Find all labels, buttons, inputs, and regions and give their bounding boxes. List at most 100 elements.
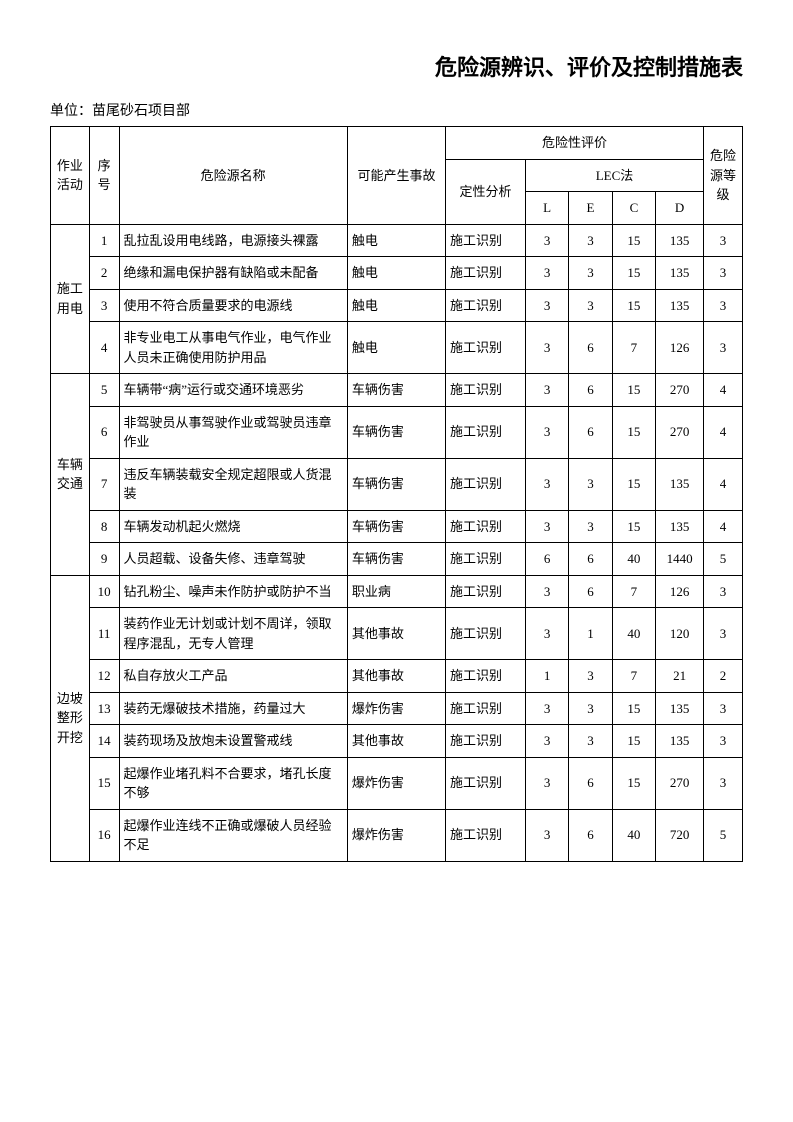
d-cell: 720: [656, 809, 704, 861]
level-cell: 4: [704, 458, 743, 510]
level-cell: 2: [704, 660, 743, 693]
qual-cell: 施工识别: [446, 257, 526, 290]
d-cell: 270: [656, 374, 704, 407]
level-cell: 5: [704, 809, 743, 861]
accident-cell: 车辆伤害: [347, 510, 445, 543]
seq-cell: 7: [89, 458, 119, 510]
level-cell: 4: [704, 374, 743, 407]
hazard-cell: 违反车辆装载安全规定超限或人货混装: [119, 458, 347, 510]
seq-cell: 16: [89, 809, 119, 861]
hazard-table: 作业活动 序号 危险源名称 可能产生事故 危险性评价 危险源等级 定性分析 LE…: [50, 126, 743, 862]
table-row: 2绝缘和漏电保护器有缺陷或未配备触电施工识别33151353: [51, 257, 743, 290]
hazard-cell: 钻孔粉尘、噪声未作防护或防护不当: [119, 575, 347, 608]
accident-cell: 车辆伤害: [347, 458, 445, 510]
c-cell: 15: [612, 725, 655, 758]
e-cell: 3: [569, 510, 612, 543]
activity-cell: 施工用电: [51, 224, 90, 374]
accident-cell: 触电: [347, 289, 445, 322]
hazard-cell: 起爆作业堵孔料不合要求，堵孔长度不够: [119, 757, 347, 809]
accident-cell: 车辆伤害: [347, 543, 445, 576]
level-cell: 4: [704, 406, 743, 458]
seq-cell: 15: [89, 757, 119, 809]
activity-cell: 车辆交通: [51, 374, 90, 576]
e-cell: 1: [569, 608, 612, 660]
table-row: 13装药无爆破技术措施，药量过大爆炸伤害施工识别33151353: [51, 692, 743, 725]
table-head: 作业活动 序号 危险源名称 可能产生事故 危险性评价 危险源等级 定性分析 LE…: [51, 127, 743, 225]
page-title: 危险源辨识、评价及控制措施表: [50, 50, 743, 82]
hazard-cell: 人员超载、设备失修、违章驾驶: [119, 543, 347, 576]
d-cell: 135: [656, 458, 704, 510]
hazard-cell: 非驾驶员从事驾驶作业或驾驶员违章作业: [119, 406, 347, 458]
d-cell: 126: [656, 322, 704, 374]
c-cell: 15: [612, 406, 655, 458]
level-cell: 5: [704, 543, 743, 576]
th-d: D: [656, 192, 704, 225]
e-cell: 6: [569, 575, 612, 608]
hazard-cell: 装药无爆破技术措施，药量过大: [119, 692, 347, 725]
table-row: 11装药作业无计划或计划不周详，领取程序混乱，无专人管理其他事故施工识别3140…: [51, 608, 743, 660]
table-row: 4非专业电工从事电气作业，电气作业人员未正确使用防护用品触电施工识别367126…: [51, 322, 743, 374]
table-row: 7违反车辆装载安全规定超限或人货混装车辆伤害施工识别33151354: [51, 458, 743, 510]
th-level: 危险源等级: [704, 127, 743, 225]
th-accident: 可能产生事故: [347, 127, 445, 225]
seq-cell: 13: [89, 692, 119, 725]
hazard-cell: 起爆作业连线不正确或爆破人员经验不足: [119, 809, 347, 861]
th-risk-eval: 危险性评价: [446, 127, 704, 160]
level-cell: 3: [704, 257, 743, 290]
hazard-cell: 乱拉乱设用电线路，电源接头裸露: [119, 224, 347, 257]
th-l: L: [525, 192, 568, 225]
l-cell: 1: [525, 660, 568, 693]
e-cell: 3: [569, 725, 612, 758]
d-cell: 1440: [656, 543, 704, 576]
qual-cell: 施工识别: [446, 510, 526, 543]
table-row: 施工用电1乱拉乱设用电线路，电源接头裸露触电施工识别33151353: [51, 224, 743, 257]
e-cell: 3: [569, 224, 612, 257]
l-cell: 3: [525, 289, 568, 322]
d-cell: 120: [656, 608, 704, 660]
qual-cell: 施工识别: [446, 289, 526, 322]
accident-cell: 触电: [347, 257, 445, 290]
hazard-cell: 绝缘和漏电保护器有缺陷或未配备: [119, 257, 347, 290]
e-cell: 6: [569, 374, 612, 407]
level-cell: 3: [704, 224, 743, 257]
hazard-cell: 私自存放火工产品: [119, 660, 347, 693]
qual-cell: 施工识别: [446, 458, 526, 510]
qual-cell: 施工识别: [446, 809, 526, 861]
unit-name: 苗尾砂石项目部: [92, 104, 190, 119]
table-row: 9人员超载、设备失修、违章驾驶车辆伤害施工识别664014405: [51, 543, 743, 576]
level-cell: 3: [704, 692, 743, 725]
l-cell: 3: [525, 692, 568, 725]
table-row: 15起爆作业堵孔料不合要求，堵孔长度不够爆炸伤害施工识别36152703: [51, 757, 743, 809]
c-cell: 15: [612, 757, 655, 809]
c-cell: 40: [612, 543, 655, 576]
qual-cell: 施工识别: [446, 608, 526, 660]
seq-cell: 8: [89, 510, 119, 543]
level-cell: 3: [704, 322, 743, 374]
qual-cell: 施工识别: [446, 406, 526, 458]
accident-cell: 车辆伤害: [347, 406, 445, 458]
hazard-cell: 车辆发动机起火燃烧: [119, 510, 347, 543]
seq-cell: 14: [89, 725, 119, 758]
l-cell: 3: [525, 608, 568, 660]
level-cell: 3: [704, 575, 743, 608]
qual-cell: 施工识别: [446, 543, 526, 576]
d-cell: 135: [656, 289, 704, 322]
accident-cell: 爆炸伤害: [347, 757, 445, 809]
unit-label: 单位：: [50, 104, 92, 119]
e-cell: 3: [569, 289, 612, 322]
level-cell: 3: [704, 757, 743, 809]
accident-cell: 触电: [347, 322, 445, 374]
c-cell: 15: [612, 458, 655, 510]
level-cell: 3: [704, 608, 743, 660]
d-cell: 135: [656, 725, 704, 758]
accident-cell: 爆炸伤害: [347, 692, 445, 725]
e-cell: 6: [569, 757, 612, 809]
hazard-cell: 装药现场及放炮未设置警戒线: [119, 725, 347, 758]
level-cell: 3: [704, 289, 743, 322]
l-cell: 3: [525, 322, 568, 374]
accident-cell: 其他事故: [347, 725, 445, 758]
e-cell: 3: [569, 458, 612, 510]
d-cell: 21: [656, 660, 704, 693]
d-cell: 135: [656, 257, 704, 290]
table-row: 3使用不符合质量要求的电源线触电施工识别33151353: [51, 289, 743, 322]
